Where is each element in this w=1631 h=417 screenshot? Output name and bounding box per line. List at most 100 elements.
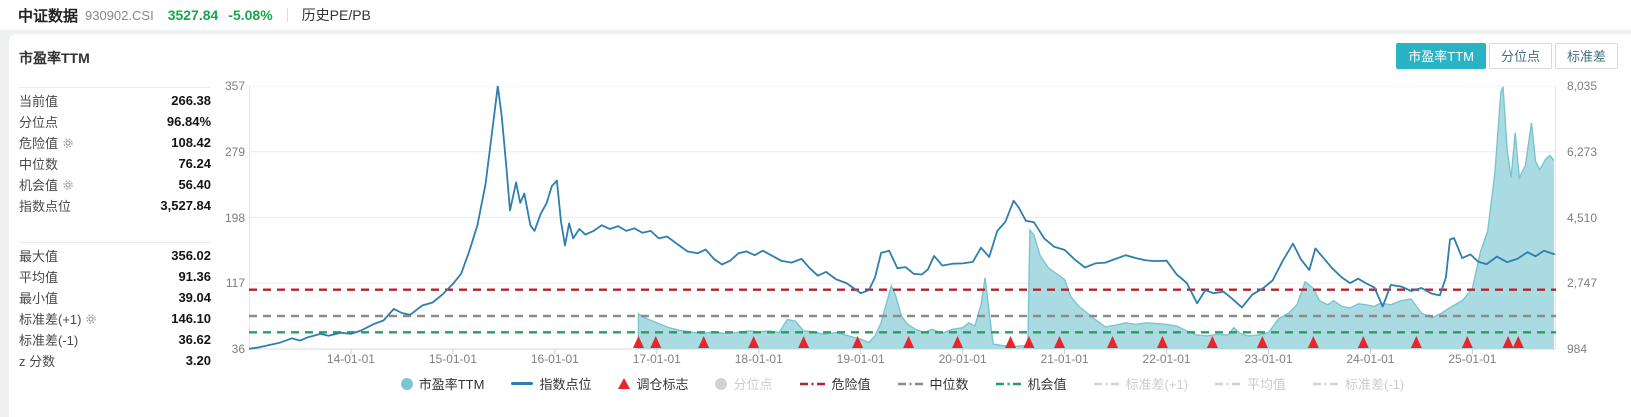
legend-item-rebalance-marker[interactable]: 调仓标志	[618, 374, 688, 393]
stats-group-1: 当前值 266.38 分位点 96.84% 危险值 108.42 中位数 76.24 机会值 56…	[19, 87, 211, 216]
legend-item-std-plus1-marker	[1093, 382, 1120, 385]
stat-percentile-value: 96.84%	[166, 114, 211, 129]
rebalance-triangle	[1410, 336, 1422, 348]
y-right-tick-label: 4,510	[1567, 210, 1598, 225]
legend-item-pe-ttm-marker	[400, 377, 413, 390]
y-axis-left: 36 117 198 279 357	[211, 79, 245, 356]
stat-opportunity-value-value: 56.40	[178, 177, 211, 192]
tab-percentile[interactable]: 分位点	[1488, 43, 1552, 69]
rebalance-triangle	[798, 336, 810, 348]
legend-item-std-plus1-label: 标准差(+1)	[1125, 377, 1189, 392]
gear-icon[interactable]	[62, 179, 74, 191]
rebalance-triangle	[1156, 336, 1168, 348]
legend-item-std-minus1[interactable]: 标准差(-1)	[1313, 374, 1404, 393]
quote-header: 中证数据 930902.CSI 3527.84 -5.08% 历史PE/PB	[0, 0, 1631, 30]
y-right-tick-label: 6,273	[1567, 144, 1598, 159]
x-tick-label: 20-01-01	[938, 352, 987, 366]
stat-current-value-label: 当前值	[19, 94, 59, 109]
stat-max-value: 356.02	[171, 248, 211, 263]
legend-item-danger-value-label: 危险值	[831, 377, 871, 392]
rebalance-triangle	[632, 336, 644, 348]
chart-plot-area[interactable]	[249, 86, 1556, 356]
legend-item-median[interactable]: 中位数	[897, 374, 969, 393]
pe-chart-svg[interactable]	[249, 86, 1556, 356]
stat-std-plus1-value: 146.10	[171, 311, 211, 326]
stat-min-value: 39.04	[178, 290, 211, 305]
x-axis-labels: 14-01-01 15-01-01 16-01-01 17-01-01 18-01-01…	[249, 352, 1556, 368]
rebalance-triangle	[1502, 336, 1514, 348]
stat-current-value: 当前值 266.38	[19, 90, 211, 111]
y-right-tick-label: 984	[1567, 342, 1588, 356]
stat-median-label: 中位数	[19, 157, 59, 172]
stat-danger-value: 危险值 108.42	[19, 132, 211, 153]
section-title: 市盈率TTM	[19, 50, 90, 66]
rebalance-triangle	[650, 336, 662, 348]
legend-item-mean[interactable]: 平均值	[1215, 374, 1286, 393]
legend-item-index-level[interactable]: 指数点位	[511, 374, 591, 393]
y-axis-right: 984 2,747 4,510 6,273 8,035	[1567, 79, 1601, 356]
x-tick-label: 15-01-01	[428, 352, 477, 366]
pe-chart-card: 市盈率TTM 市盈率TTM 分位点 标准差 当前值 266.38 分位点 96.84% 危险…	[8, 33, 1631, 417]
stats-panel: 当前值 266.38 分位点 96.84% 危险值 108.42 中位数 76.24 机会值 56…	[19, 87, 211, 371]
x-tick-label: 18-01-01	[734, 352, 783, 366]
x-tick-label: 24-01-01	[1346, 352, 1395, 366]
legend-item-opportunity-value-marker	[995, 382, 1022, 385]
stat-percentile-label: 分位点	[19, 115, 59, 130]
rebalance-triangle	[1461, 336, 1473, 348]
stat-max-label: 最大值	[19, 249, 59, 264]
stat-percentile: 分位点 96.84%	[19, 111, 211, 132]
legend-item-median-label: 中位数	[929, 377, 969, 392]
rebalance-triangle	[1107, 336, 1119, 348]
gear-icon[interactable]	[62, 137, 74, 149]
rebalance-triangle	[1023, 336, 1035, 348]
stat-zscore-value: 3.20	[185, 353, 211, 368]
stat-index-level-value: 3,527.84	[160, 198, 211, 213]
header-divider	[286, 8, 288, 22]
stat-median: 中位数 76.24	[19, 153, 211, 174]
y-left-tick-label: 279	[224, 144, 245, 159]
x-tick-label: 16-01-01	[530, 352, 579, 366]
index-name: 中证数据	[18, 7, 79, 25]
stat-std-minus1: 标准差(-1) 36.62	[19, 329, 211, 350]
gear-icon[interactable]	[85, 313, 97, 325]
rebalance-triangle	[852, 336, 864, 348]
menu-history-pepb[interactable]: 历史PE/PB	[301, 7, 371, 23]
rebalance-triangle	[1256, 336, 1268, 348]
tab-pe-ttm[interactable]: 市盈率TTM	[1396, 43, 1486, 69]
legend-item-std-minus1-label: 标准差(-1)	[1345, 377, 1405, 392]
rebalance-triangle	[1206, 336, 1218, 348]
legend-item-rebalance-marker-marker	[618, 378, 631, 389]
x-tick-label: 21-01-01	[1040, 352, 1089, 366]
x-tick-label: 22-01-01	[1142, 352, 1191, 366]
tab-std[interactable]: 标准差	[1554, 43, 1618, 69]
rebalance-triangle	[748, 336, 760, 348]
stat-zscore-label: z 分数	[19, 354, 56, 369]
legend-item-std-plus1[interactable]: 标准差(+1)	[1093, 374, 1189, 393]
legend-item-std-minus1-marker	[1313, 382, 1340, 385]
legend-item-percentile[interactable]: 分位点	[715, 374, 773, 393]
x-tick-label: 14-01-01	[326, 352, 375, 366]
index-change: -5.08%	[228, 7, 273, 23]
stat-opportunity-value-label: 机会值	[19, 178, 59, 193]
stat-std-minus1-value: 36.62	[178, 332, 211, 347]
legend-item-opportunity-value[interactable]: 机会值	[995, 374, 1067, 393]
legend-item-opportunity-value-label: 机会值	[1027, 377, 1067, 392]
legend-item-danger-value[interactable]: 危险值	[799, 374, 871, 393]
y-left-tick-label: 357	[224, 79, 245, 93]
legend-item-danger-value-marker	[799, 382, 826, 385]
x-tick-label: 25-01-01	[1448, 352, 1497, 366]
rebalance-triangle	[952, 336, 964, 348]
pe-ttm-area	[638, 86, 1554, 350]
stat-index-level-label: 指数点位	[19, 199, 72, 214]
rebalance-triangle	[1005, 336, 1017, 348]
stat-std-plus1-label: 标准差(+1)	[19, 312, 82, 327]
rebalance-triangle	[1307, 336, 1319, 348]
index-code: 930902.CSI	[85, 7, 154, 23]
legend-item-pe-ttm[interactable]: 市盈率TTM	[400, 374, 484, 393]
y-right-tick-label: 8,035	[1567, 79, 1598, 93]
x-tick-label: 23-01-01	[1244, 352, 1293, 366]
stat-zscore: z 分数 3.20	[19, 350, 211, 371]
stat-mean-value: 91.36	[178, 269, 211, 284]
stat-mean: 平均值 91.36	[19, 266, 211, 287]
metric-toggle-group: 市盈率TTM 分位点 标准差	[1396, 43, 1618, 69]
